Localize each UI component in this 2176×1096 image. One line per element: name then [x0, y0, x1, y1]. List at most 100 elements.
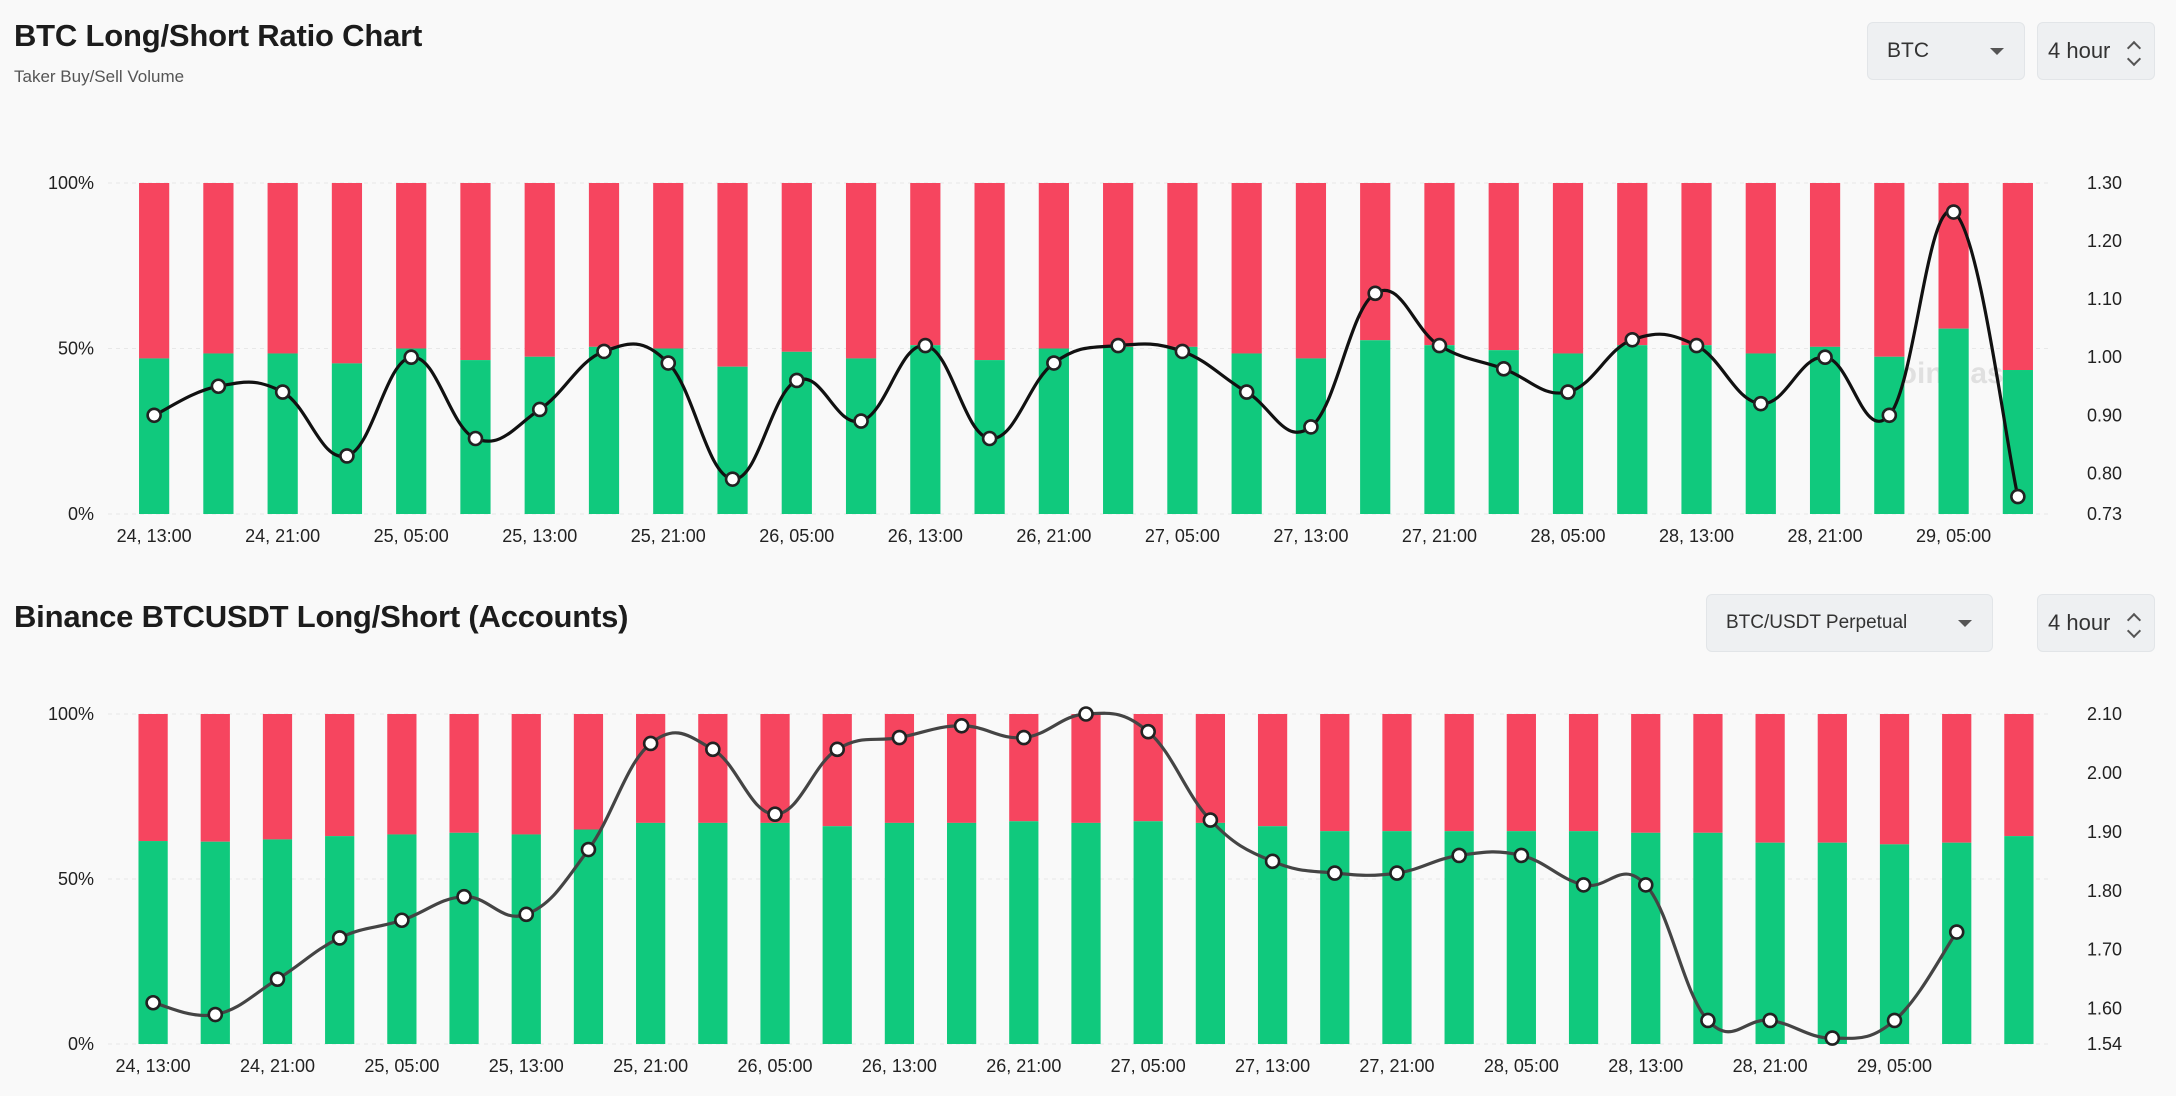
bar-short — [588, 183, 620, 347]
interval-select-value: 4 hour — [2048, 610, 2111, 635]
bar-short — [267, 183, 298, 354]
x-tick-label: 25, 13:00 — [502, 526, 577, 546]
ratio-point — [1046, 355, 1062, 371]
y-tick-label-right: 1.70 — [2087, 940, 2122, 960]
x-tick-label: 24, 21:00 — [245, 526, 320, 546]
bar-short — [760, 714, 790, 823]
bar-short — [1488, 183, 1519, 351]
x-tick-label: 26, 13:00 — [888, 526, 963, 546]
ratio-point — [1078, 706, 1094, 722]
chart-title: Binance BTCUSDT Long/Short (Accounts) — [14, 599, 629, 634]
x-tick-label: 25, 13:00 — [489, 1056, 564, 1076]
coin-select-value: BTC — [1887, 39, 1929, 62]
x-tick-label: 26, 21:00 — [986, 1056, 1061, 1076]
ratio-point — [394, 912, 410, 929]
y-tick-label-left: 0% — [68, 1034, 94, 1054]
ratio-point — [705, 741, 721, 758]
bar-short — [653, 183, 684, 349]
bar-long — [1817, 842, 1847, 1044]
ratio-point — [1431, 337, 1448, 354]
bar-long — [822, 826, 852, 1044]
taker-volume-panel: BTC Long/Short Ratio Chart Taker Buy/Sel… — [14, 18, 2155, 546]
bar-long — [1568, 831, 1599, 1044]
bar-short — [1942, 714, 1972, 843]
x-tick-label: 26, 05:00 — [759, 526, 834, 546]
ratio-point — [403, 349, 420, 366]
interval-select[interactable]: 4 hour — [2037, 594, 2155, 652]
bar-short — [636, 714, 666, 823]
ratio-point — [853, 413, 869, 429]
x-tick-label: 25, 05:00 — [374, 526, 449, 546]
chart-subtitle: Taker Buy/Sell Volume — [14, 67, 185, 86]
ratio-point — [531, 401, 548, 418]
ratio-point — [724, 471, 741, 487]
bar-long — [138, 841, 168, 1044]
bar-long — [1133, 821, 1163, 1044]
ratio-point — [269, 971, 286, 987]
bar-long — [1745, 353, 1776, 514]
y-tick-label-right: 0.73 — [2087, 504, 2122, 524]
bar-long — [717, 366, 748, 514]
bar-short — [1167, 183, 1198, 347]
ratio-point — [1513, 847, 1530, 864]
x-tick-label: 28, 21:00 — [1788, 526, 1863, 546]
bar-long — [653, 348, 684, 514]
interval-select-value: 4 hour — [2048, 38, 2111, 63]
ratio-point — [1264, 853, 1281, 870]
y-tick-label-right: 1.00 — [2087, 347, 2122, 367]
y-tick-label-right: 1.60 — [2087, 999, 2122, 1019]
bar-long — [1488, 350, 1519, 514]
x-tick-label: 28, 05:00 — [1530, 526, 1605, 546]
ratio-point — [788, 372, 805, 389]
x-tick-label: 28, 05:00 — [1484, 1056, 1559, 1076]
bar-short — [822, 714, 852, 827]
y-tick-label-right: 1.30 — [2087, 173, 2122, 193]
bar-long — [588, 346, 620, 514]
ratio-point — [339, 448, 355, 464]
bar-long — [511, 834, 541, 1044]
y-tick-label-left: 100% — [48, 173, 94, 193]
coin-select[interactable]: BTC — [1867, 22, 2025, 80]
ratio-point — [331, 930, 348, 946]
ratio-point — [1238, 384, 1255, 400]
ratio-point — [2010, 488, 2026, 505]
bar-long — [262, 839, 293, 1044]
y-tick-label-right: 1.20 — [2087, 231, 2122, 251]
bar-long — [449, 832, 479, 1044]
ratio-point — [1174, 343, 1191, 360]
bar-short — [845, 183, 877, 359]
x-tick-label: 27, 13:00 — [1273, 526, 1348, 546]
ratio-point — [1110, 337, 1126, 354]
bar-short — [1424, 183, 1455, 346]
bar-long — [1320, 831, 1350, 1044]
bar-short — [1681, 183, 1712, 346]
bar-short — [200, 714, 230, 842]
ratio-line — [153, 209, 2020, 497]
bar-long — [1755, 842, 1785, 1044]
bar-short — [460, 183, 491, 361]
bar-short — [1360, 183, 1391, 341]
bar-short — [325, 714, 355, 837]
pair-select[interactable]: BTC/USDT Perpetual — [1706, 594, 1993, 652]
y-tick-label-left: 50% — [58, 339, 94, 359]
x-tick-label: 27, 21:00 — [1359, 1056, 1434, 1076]
bar-short — [524, 183, 555, 357]
bar-long — [1552, 353, 1584, 514]
bar-short — [1817, 714, 1847, 843]
bar-long — [845, 358, 877, 514]
x-tick-label: 24, 13:00 — [116, 1056, 191, 1076]
ratio-point — [1881, 407, 1898, 424]
x-tick-label: 26, 13:00 — [862, 1056, 937, 1076]
x-tick-label: 25, 21:00 — [631, 526, 706, 546]
ratio-point — [917, 337, 934, 354]
ratio-point — [1945, 204, 1962, 220]
bar-short — [511, 714, 541, 835]
interval-select[interactable]: 4 hour — [2037, 22, 2155, 80]
x-tick-label: 28, 13:00 — [1659, 526, 1734, 546]
y-tick-label-right: 1.54 — [2087, 1034, 2122, 1054]
bar-long — [1444, 831, 1474, 1044]
y-tick-label-right: 1.10 — [2087, 289, 2122, 309]
x-tick-label: 28, 13:00 — [1608, 1056, 1683, 1076]
ratio-point — [146, 407, 162, 424]
bar-long — [267, 353, 298, 514]
